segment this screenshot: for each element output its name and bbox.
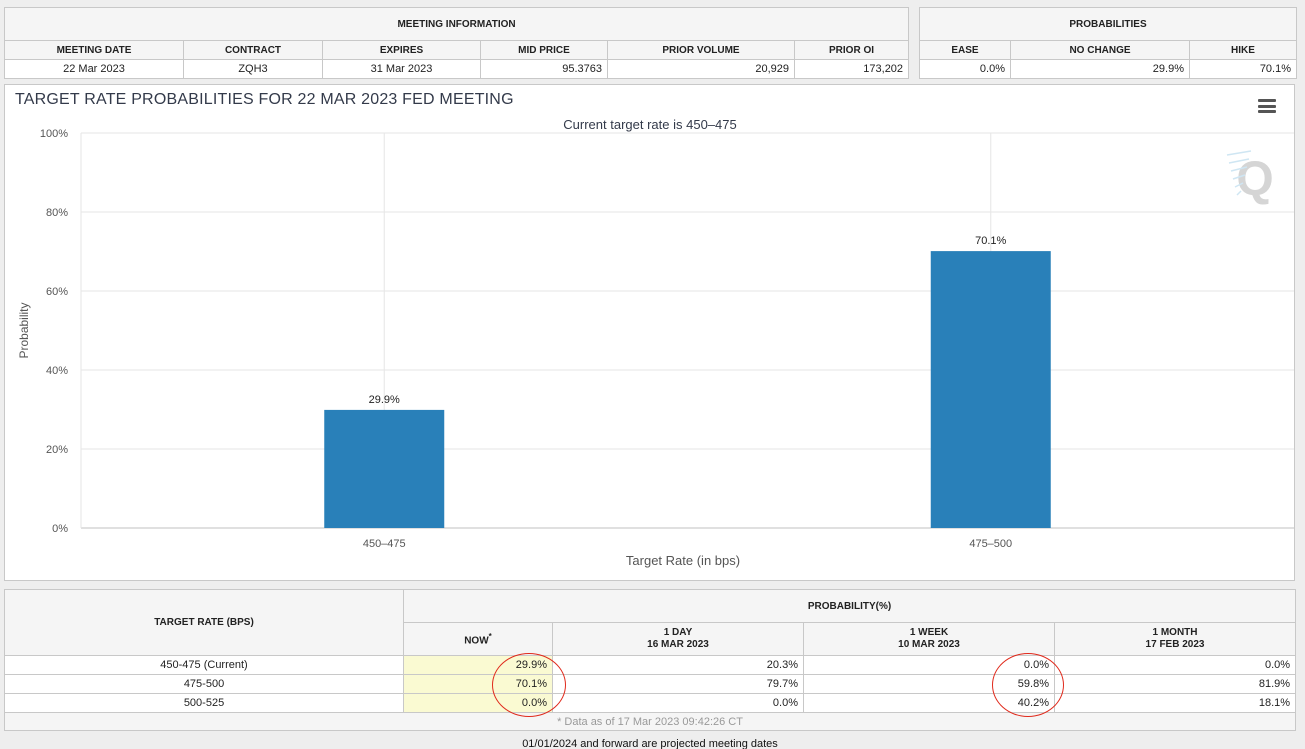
data-label: 70.1% — [975, 235, 1006, 247]
hike-header: HIKE — [1188, 40, 1298, 60]
probability-table: TARGET RATE (BPS) PROBABILITY(%) NOW* 1 … — [3, 589, 1297, 731]
watermark-stroke — [1236, 190, 1242, 196]
col-1-month-header: 1 MONTH 17 FEB 2023 — [1053, 622, 1297, 656]
y-tick-label: 60% — [46, 286, 68, 298]
one-month-value: 18.1% — [1053, 693, 1297, 713]
table-row: 475-500 70.1% 79.7% 59.8% 81.9% — [4, 674, 1297, 694]
one-day-value: 0.0% — [552, 693, 804, 713]
expires-value: 31 Mar 2023 — [322, 59, 481, 79]
table-row: 450-475 (Current) 29.9% 20.3% 0.0% 0.0% — [4, 655, 1297, 675]
watermark-stroke — [1234, 182, 1244, 188]
expires-header: EXPIRES — [322, 40, 481, 60]
prior-oi-header: PRIOR OI — [793, 40, 910, 60]
mid-price-header: MID PRICE — [480, 40, 608, 60]
prior-volume-header: PRIOR VOLUME — [607, 40, 795, 60]
one-day-value: 20.3% — [552, 655, 804, 675]
x-tick-label: 475–500 — [969, 538, 1012, 550]
x-axis-title: Target Rate (in bps) — [626, 553, 740, 568]
contract-value: ZQH3 — [183, 59, 323, 79]
hike-value: 70.1% — [1188, 59, 1298, 79]
data-label: 29.9% — [369, 394, 400, 406]
y-tick-label: 40% — [46, 365, 68, 377]
watermark-logo: Q — [1236, 153, 1273, 206]
chart-title: TARGET RATE PROBABILITIES FOR 22 MAR 202… — [15, 91, 514, 108]
col-1-day-header: 1 DAY 16 MAR 2023 — [552, 622, 804, 656]
one-month-value: 81.9% — [1053, 674, 1297, 694]
bar — [930, 251, 1051, 529]
col-1-week-header: 1 WEEK 10 MAR 2023 — [803, 622, 1055, 656]
one-week-value: 59.8% — [803, 674, 1055, 694]
target-rate-header: TARGET RATE (BPS) — [4, 589, 404, 656]
ease-header: EASE — [919, 40, 1011, 60]
hamburger-menu-icon[interactable] — [1258, 99, 1276, 113]
projected-dates-footer: 01/01/2024 and forward are projected mee… — [522, 738, 778, 749]
rate-cell: 450-475 (Current) — [4, 655, 404, 675]
no-change-value: 29.9% — [1010, 59, 1190, 79]
chart-panel: 0% 20% 40% 60% 80% 100% 29.9% 450–475 70.1% 475–5… — [4, 84, 1295, 581]
probability-header: PROBABILITY(%) — [402, 589, 1297, 623]
probabilities-panel: PROBABILITIES EASE NO CHANGE HIKE 0.0% 2… — [918, 7, 1298, 79]
y-tick-label: 0% — [52, 523, 68, 535]
watermark-stroke — [1226, 150, 1252, 156]
watermark-stroke — [1230, 166, 1248, 172]
probabilities-table: PROBABILITIES EASE NO CHANGE HIKE 0.0% 2… — [918, 7, 1298, 79]
no-change-header: NO CHANGE — [1010, 40, 1190, 60]
rate-cell: 500-525 — [4, 693, 404, 713]
data-timestamp-note: * Data as of 17 Mar 2023 09:42:26 CT — [3, 712, 1297, 731]
mid-price-value: 95.3763 — [480, 59, 608, 79]
table-row: 500-525 0.0% 0.0% 40.2% 18.1% — [4, 693, 1297, 713]
meeting-information-table: MEETING INFORMATION MEETING DATE CONTRAC… — [3, 7, 910, 79]
watermark-stroke — [1232, 174, 1246, 180]
meeting-date-header: MEETING DATE — [4, 40, 184, 60]
meeting-information-title: MEETING INFORMATION — [3, 7, 910, 41]
x-tick-label: 450–475 — [363, 538, 406, 550]
now-value: 70.1% — [403, 674, 553, 694]
y-tick-label: 100% — [40, 128, 68, 140]
one-week-value: 0.0% — [803, 655, 1055, 675]
bar — [324, 409, 445, 528]
y-tick-label: 80% — [46, 207, 68, 219]
one-day-value: 79.7% — [552, 674, 804, 694]
chart-subtitle: Current target rate is 450–475 — [563, 117, 736, 132]
ease-value: 0.0% — [919, 59, 1011, 79]
probability-table-panel: TARGET RATE (BPS) PROBABILITY(%) NOW* 1 … — [3, 589, 1297, 731]
prior-oi-value: 173,202 — [793, 59, 910, 79]
prior-volume-value: 20,929 — [607, 59, 795, 79]
contract-header: CONTRACT — [183, 40, 323, 60]
watermark-stroke — [1228, 158, 1250, 164]
col-now-header: NOW* — [403, 622, 553, 656]
one-week-value: 40.2% — [803, 693, 1055, 713]
probabilities-title: PROBABILITIES — [918, 7, 1298, 41]
y-axis-title: Probability — [17, 302, 31, 358]
meeting-information-panel: MEETING INFORMATION MEETING DATE CONTRAC… — [3, 7, 910, 79]
now-value: 29.9% — [403, 655, 553, 675]
y-tick-label: 20% — [46, 444, 68, 456]
probability-bar-chart: 0% 20% 40% 60% 80% 100% 29.9% 450–475 70.1% 475–5… — [17, 117, 1294, 568]
meeting-date-value: 22 Mar 2023 — [4, 59, 184, 79]
one-month-value: 0.0% — [1053, 655, 1297, 675]
now-value: 0.0% — [403, 693, 553, 713]
rate-cell: 475-500 — [4, 674, 404, 694]
